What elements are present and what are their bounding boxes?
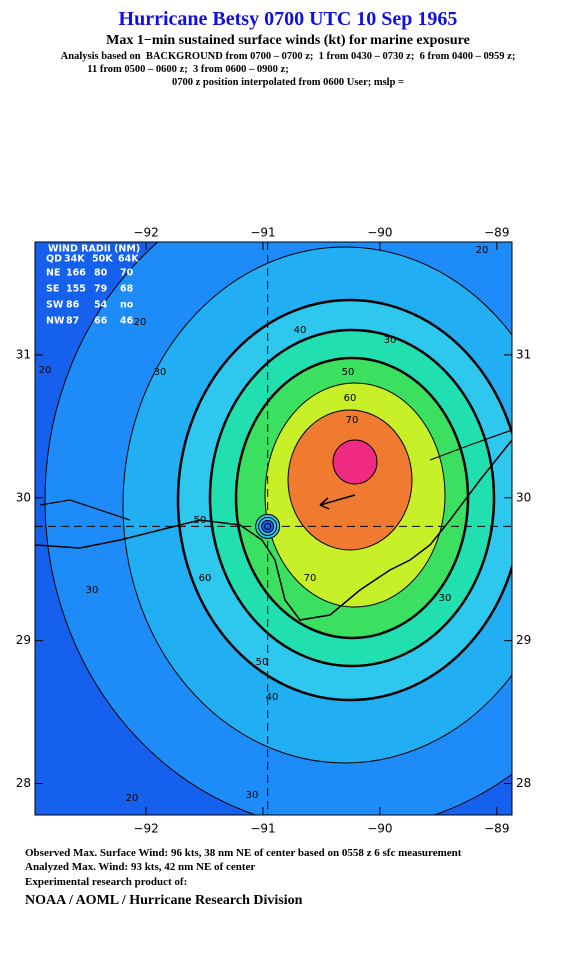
contour-label: 30 [154, 367, 167, 378]
x-tick-label: −90 [367, 226, 392, 240]
contour-band [332, 439, 378, 485]
contour-label: 40 [294, 325, 307, 336]
contour-label: 60 [344, 393, 357, 404]
radii-title: WIND RADII (NM) [48, 244, 140, 255]
radii-cell: 79 [94, 284, 107, 295]
contour-label: 30 [86, 585, 99, 596]
radii-header: 34K [64, 254, 85, 265]
contour-label: 30 [246, 790, 259, 801]
radii-cell: 155 [66, 284, 86, 295]
y-tick-label: 31 [516, 347, 531, 361]
radii-cell: SW [46, 300, 64, 311]
radii-header: 50K [92, 254, 113, 265]
x-tick-label: −92 [133, 226, 158, 240]
contour-label: 50 [256, 657, 269, 668]
radii-cell: NW [46, 316, 65, 327]
analysis-line: Analysis based on BACKGROUND from 0700 –… [60, 51, 516, 62]
footer-line: Experimental research product of: [25, 876, 188, 888]
radii-cell: 66 [94, 316, 108, 327]
contour-label: 40 [266, 692, 279, 703]
storm-eye [264, 522, 272, 530]
contour-label: 50 [194, 515, 207, 526]
radii-header: QD [46, 254, 62, 265]
title: Hurricane Betsy 0700 UTC 10 Sep 1965 [118, 8, 458, 30]
y-tick-label: 29 [16, 633, 31, 647]
radii-cell: 166 [66, 268, 86, 279]
subtitle: Max 1−min sustained surface winds (kt) f… [106, 33, 470, 48]
y-tick-label: 31 [16, 347, 31, 361]
radii-cell: 68 [120, 284, 134, 295]
radii-cell: no [120, 300, 134, 311]
x-tick-label: −89 [484, 226, 509, 240]
analysis-line: 11 from 0500 – 0600 z; 3 from 0600 – 090… [87, 64, 289, 75]
y-tick-label: 29 [516, 633, 531, 647]
radii-cell: SE [46, 284, 59, 295]
x-tick-label: −92 [133, 822, 158, 836]
x-tick-label: −91 [250, 226, 275, 240]
contour-label: 70 [346, 415, 359, 426]
motion-arrow [319, 494, 356, 510]
y-tick-label: 30 [16, 490, 31, 504]
contour-label: 70 [304, 573, 317, 584]
organization: NOAA / AOML / Hurricane Research Divisio… [25, 893, 303, 908]
footer-line: Analyzed Max. Wind: 93 kts, 42 nm NE of … [25, 861, 256, 873]
radii-cell: 87 [66, 316, 79, 327]
radii-cell: 86 [66, 300, 80, 311]
contour-label: 30 [384, 335, 397, 346]
map: 20 20 20 20 30 30 30 30 30 40 40 50 50 50 60 60 70 70 WIND… [16, 226, 532, 836]
x-tick-label: −90 [367, 822, 392, 836]
radii-header: 64K [118, 254, 139, 265]
contour-label: 50 [342, 367, 355, 378]
contour-label: 20 [476, 245, 489, 256]
radii-cell: 70 [120, 268, 134, 279]
y-tick-label: 28 [16, 776, 31, 790]
coastline [39, 429, 512, 521]
x-tick-label: −91 [250, 822, 275, 836]
x-tick-label: −89 [484, 822, 509, 836]
contour-label: 20 [126, 793, 139, 804]
radii-cell: NE [46, 268, 60, 279]
map-frame [34, 241, 513, 816]
contour-label: 30 [439, 593, 452, 604]
radii-cell: 46 [120, 316, 134, 327]
footer-line: Observed Max. Surface Wind: 96 kts, 38 n… [25, 847, 462, 859]
y-tick-label: 30 [516, 490, 531, 504]
radii-cell: 54 [94, 300, 108, 311]
contour-label: 60 [199, 573, 212, 584]
y-tick-label: 28 [516, 776, 531, 790]
analysis-line: 0700 z position interpolated from 0600 U… [171, 77, 405, 88]
contour-label: 20 [39, 365, 52, 376]
radii-cell: 80 [94, 268, 108, 279]
coastline [35, 439, 512, 621]
contour-label: 20 [134, 317, 147, 328]
